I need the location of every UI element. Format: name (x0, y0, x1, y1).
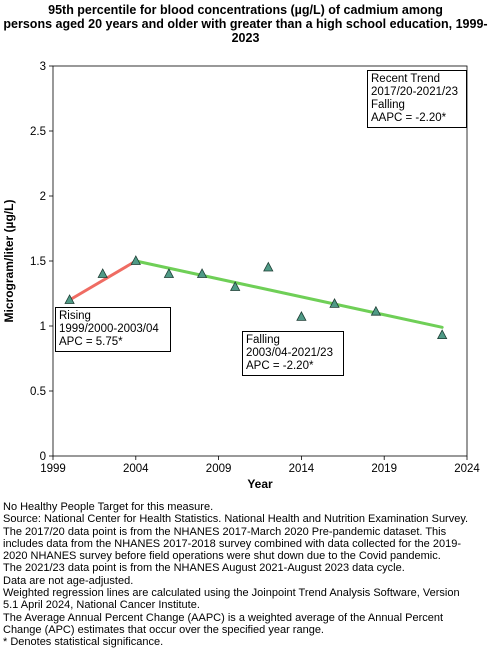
trend-line-rising (68, 259, 138, 302)
data-point-marker (196, 268, 208, 278)
y-tick-label: 1 (40, 321, 46, 333)
y-tick-label: 0 (40, 451, 46, 463)
x-tick-label: 1999 (40, 463, 66, 475)
annotation-recent-line-2: 2017/20-2021/23 (371, 86, 458, 98)
y-axis-ticks: 0 0.5 1 1.5 2 2.5 3 (30, 61, 53, 463)
trend-lines (68, 259, 444, 329)
data-markers (64, 255, 448, 340)
y-tick-label: 0.5 (30, 386, 46, 398)
x-tick-label: 2014 (289, 463, 315, 475)
y-tick-label: 2 (40, 191, 46, 203)
footnote-line: 5.1 April 2024, National Cancer Institut… (3, 599, 200, 612)
chart-title-line-2: persons aged 20 years and older with gre… (3, 17, 488, 31)
annotation-rising-line-3: APC = 5.75* (59, 336, 123, 348)
chart-title-line-3: 2023 (231, 31, 260, 45)
footnote-line: 2020 NHANES survey before field operatio… (3, 550, 441, 563)
footnote-line: The 2021/23 data point is from the NHANE… (3, 562, 405, 575)
footnote-line: No Healthy People Target for this measur… (3, 501, 214, 513)
trend-line-falling (134, 259, 444, 329)
x-tick-label: 2004 (123, 463, 149, 475)
y-tick-label: 1.5 (30, 256, 46, 268)
annotation-falling-line-3: APC = -2.20* (246, 360, 314, 372)
data-point-marker (296, 311, 307, 321)
footnote-line: Data are not age-adjusted. (3, 574, 134, 587)
footnote-line: The 2017/20 data point is from the NHANE… (3, 525, 447, 538)
footnote-line: * Denotes statistical significance. (3, 636, 164, 649)
data-point-marker (229, 281, 241, 291)
chart-svg: 0 0.5 1 1.5 2 2.5 3 1999 2004 2009 2014 2019 2024 Y… (2, 61, 480, 491)
footnotes: No Healthy People Target for this measur… (3, 501, 489, 649)
annotation-rising-line-2: 1999/2000-2003/04 (59, 323, 159, 335)
footnote-line: Weighted regression lines are calculated… (3, 587, 460, 600)
plot-area (52, 65, 468, 457)
data-point-marker (97, 268, 108, 278)
annotation-recent-trend: Recent Trend 2017/20-2021/23 Falling AAP… (367, 70, 467, 128)
annotation-rising-line-1: Rising (59, 310, 91, 322)
data-point-marker (436, 329, 448, 340)
data-point-marker (329, 298, 340, 308)
footnote-line: includes data from the NHANES 2017-2018 … (3, 537, 461, 550)
data-point-marker (64, 294, 75, 304)
x-tick-label: 2019 (371, 463, 397, 475)
y-axis-label: Microgram/liter (µg/L) (2, 200, 16, 323)
data-point-marker (263, 261, 274, 272)
data-point-marker (370, 305, 382, 316)
annotation-falling: Falling 2003/04-2021/23 APC = -2.20* (242, 331, 344, 376)
annotation-falling-line-1: Falling (246, 334, 280, 346)
footnote-line: Source: National Center for Health Stati… (3, 513, 469, 526)
chart-title-line-1: 95th percentile for blood concentrations… (48, 3, 443, 17)
x-tick-label: 2009 (206, 463, 232, 475)
annotation-recent-line-4: AAPC = -2.20* (371, 112, 447, 124)
data-point-marker (130, 255, 141, 265)
annotation-recent-line-1: Recent Trend (371, 73, 441, 85)
x-axis-ticks: 1999 2004 2009 2014 2019 2024 (40, 456, 480, 475)
x-tick-label: 2024 (454, 463, 480, 475)
y-tick-label: 3 (40, 61, 46, 73)
x-axis-label: Year (247, 477, 273, 491)
annotation-recent-line-3: Falling (371, 99, 405, 111)
data-point-marker (163, 268, 175, 278)
footnote-line: The Average Annual Percent Change (AAPC)… (3, 611, 444, 624)
footnote-line: Change (APC) estimates that occur over t… (3, 623, 324, 636)
annotation-falling-line-2: 2003/04-2021/23 (246, 347, 333, 359)
chart-title: 95th percentile for blood concentrations… (0, 3, 491, 45)
y-tick-label: 2.5 (30, 126, 46, 138)
annotation-rising: Rising 1999/2000-2003/04 APC = 5.75* (55, 307, 171, 352)
